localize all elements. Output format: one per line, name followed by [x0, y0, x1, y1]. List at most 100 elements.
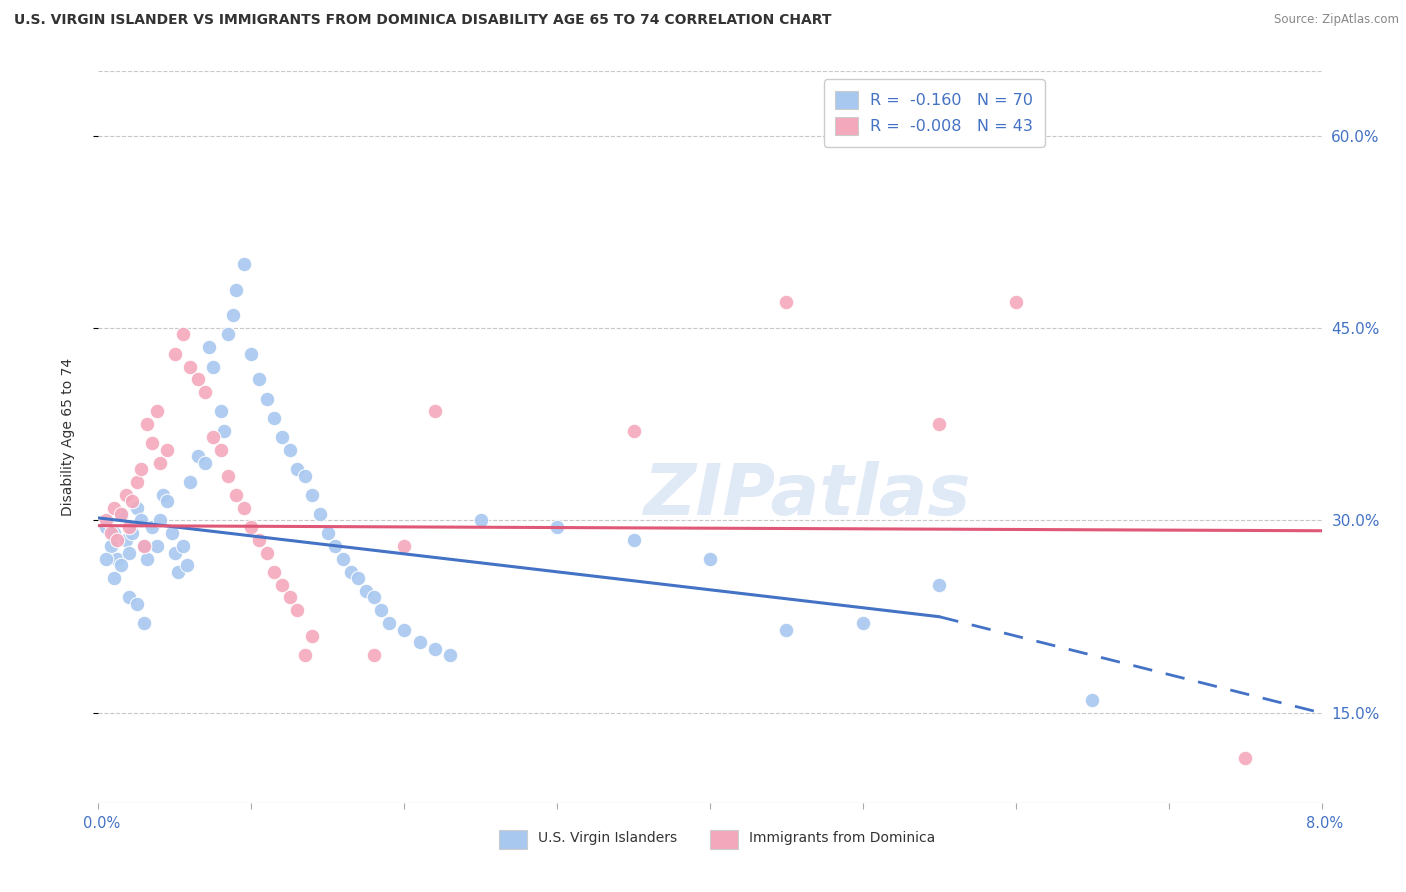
Point — [105, 552, 128, 566]
Point — [156, 442, 179, 457]
Point — [285, 462, 308, 476]
Point — [316, 526, 339, 541]
Point — [392, 539, 416, 553]
Point — [278, 591, 301, 605]
Point — [110, 558, 132, 573]
Point — [294, 468, 316, 483]
Point — [1004, 295, 1026, 310]
Point — [301, 629, 323, 643]
Point — [247, 533, 270, 547]
Point — [225, 283, 247, 297]
Point — [163, 346, 186, 360]
Point — [270, 430, 294, 444]
Point — [125, 500, 148, 515]
Point — [263, 565, 285, 579]
Point — [325, 539, 347, 553]
Point — [217, 327, 239, 342]
Point — [408, 635, 430, 649]
Point — [121, 494, 143, 508]
Point — [194, 456, 217, 470]
Text: U.S. Virgin Islanders: U.S. Virgin Islanders — [538, 830, 678, 845]
Point — [928, 577, 950, 591]
Point — [217, 468, 239, 483]
Point — [160, 526, 183, 541]
Point — [240, 520, 263, 534]
Point — [134, 539, 156, 553]
Point — [94, 514, 117, 528]
Point — [209, 404, 232, 418]
Point — [110, 507, 132, 521]
Point — [125, 475, 148, 489]
Point — [118, 591, 141, 605]
Point — [263, 410, 285, 425]
Point — [222, 308, 245, 322]
Point — [129, 462, 152, 476]
Point — [100, 539, 122, 553]
Point — [163, 545, 186, 559]
Point — [136, 552, 159, 566]
Text: 0.0%: 0.0% — [83, 816, 120, 830]
Point — [187, 372, 209, 386]
Point — [176, 558, 198, 573]
Point — [94, 520, 117, 534]
Point — [172, 539, 194, 553]
Point — [775, 295, 797, 310]
Point — [110, 507, 132, 521]
Point — [149, 514, 172, 528]
Point — [121, 526, 143, 541]
Point — [699, 552, 721, 566]
Point — [145, 404, 167, 418]
Point — [141, 436, 163, 450]
Point — [1081, 693, 1104, 707]
Point — [152, 488, 174, 502]
Point — [225, 488, 247, 502]
Point — [156, 494, 179, 508]
Point — [149, 456, 172, 470]
Point — [136, 417, 159, 432]
Point — [103, 500, 125, 515]
Point — [378, 616, 401, 631]
Point — [852, 616, 875, 631]
Point — [115, 533, 138, 547]
Legend: R =  -0.160   N = 70, R =  -0.008   N = 43: R = -0.160 N = 70, R = -0.008 N = 43 — [824, 79, 1045, 146]
Text: Immigrants from Dominica: Immigrants from Dominica — [749, 830, 935, 845]
Point — [209, 442, 232, 457]
Point — [194, 385, 217, 400]
Point — [363, 591, 385, 605]
Text: U.S. VIRGIN ISLANDER VS IMMIGRANTS FROM DOMINICA DISABILITY AGE 65 TO 74 CORRELA: U.S. VIRGIN ISLANDER VS IMMIGRANTS FROM … — [14, 13, 831, 28]
Point — [623, 533, 645, 547]
Point — [347, 571, 370, 585]
Point — [141, 520, 163, 534]
Point — [339, 565, 361, 579]
Point — [775, 623, 797, 637]
Point — [270, 577, 294, 591]
Point — [623, 424, 645, 438]
Point — [439, 648, 461, 663]
Point — [94, 552, 117, 566]
Point — [103, 526, 125, 541]
Point — [118, 545, 141, 559]
Text: Source: ZipAtlas.com: Source: ZipAtlas.com — [1274, 13, 1399, 27]
Point — [197, 340, 219, 354]
Point — [202, 359, 225, 374]
Point — [354, 584, 377, 599]
Point — [256, 392, 278, 406]
Point — [423, 641, 446, 656]
Point — [470, 514, 492, 528]
Point — [240, 346, 263, 360]
Point — [134, 539, 156, 553]
Point — [179, 359, 201, 374]
Point — [232, 257, 254, 271]
Point — [145, 539, 167, 553]
Point — [247, 372, 270, 386]
Point — [105, 533, 128, 547]
Point — [202, 430, 225, 444]
Point — [285, 603, 308, 617]
Point — [423, 404, 446, 418]
Point — [187, 450, 209, 464]
Point — [100, 526, 122, 541]
Point — [301, 488, 323, 502]
Point — [212, 424, 235, 438]
Point — [363, 648, 385, 663]
Point — [179, 475, 201, 489]
